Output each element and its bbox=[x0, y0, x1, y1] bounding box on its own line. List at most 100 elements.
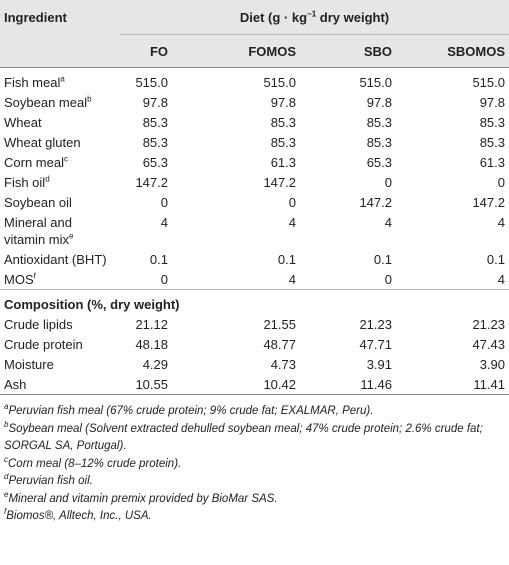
superscript: f bbox=[4, 507, 7, 517]
cell-value: 4 bbox=[288, 272, 296, 287]
text: Fish oil bbox=[4, 175, 46, 190]
cell-value: 515.0 bbox=[472, 75, 505, 90]
cell-value: 11.41 bbox=[473, 377, 505, 392]
cell-value: 147.2 bbox=[135, 175, 168, 190]
ingredient-name: MOSf bbox=[0, 269, 120, 290]
cell-value: 0.1 bbox=[277, 252, 296, 267]
footnote: fBiomos®, Alltech, Inc., USA. bbox=[4, 508, 505, 526]
cell-value: 0.1 bbox=[486, 252, 505, 267]
text: Soybean meal (Solvent extracted dehulled… bbox=[4, 422, 483, 453]
cell-value: 4.29 bbox=[142, 357, 168, 372]
text: dry weight) bbox=[316, 9, 390, 25]
superscript: a bbox=[4, 402, 9, 412]
cell-value: 85.3 bbox=[366, 115, 392, 130]
cell-value: 47.71 bbox=[359, 337, 392, 352]
footnote: aPeruvian fish meal (67% crude protein; … bbox=[4, 403, 505, 421]
footnote: eMineral and vitamin premix provided by … bbox=[4, 489, 505, 509]
header-ingredient: Ingredient bbox=[4, 9, 67, 25]
cell-value: 4 bbox=[497, 272, 505, 287]
cell-value: 48.18 bbox=[135, 337, 168, 352]
table-row: Mineral and vitamin mixe 4 4 4 4 bbox=[0, 212, 509, 249]
cell-value: 11.46 bbox=[360, 377, 392, 392]
cell-value: 0.1 bbox=[373, 252, 392, 267]
ingredient-name: Mineral and vitamin mixe bbox=[0, 212, 120, 249]
section-title: Composition (%, dry weight) bbox=[0, 289, 509, 314]
superscript: a bbox=[60, 74, 65, 84]
text: Wheat bbox=[4, 115, 42, 130]
superscript: c bbox=[63, 154, 68, 164]
table-row: Ash 10.55 10.42 11.46 11.41 bbox=[0, 374, 509, 395]
superscript: b bbox=[4, 419, 9, 429]
column-header: FO bbox=[120, 34, 172, 68]
ingredient-name: Crude lipids bbox=[0, 314, 120, 334]
superscript: e bbox=[4, 489, 9, 499]
cell-value: 97.8 bbox=[366, 95, 392, 110]
cell-value: 515.0 bbox=[359, 75, 392, 90]
cell-value: 0 bbox=[160, 195, 168, 210]
text: Mineral and vitamin premix provided by B… bbox=[8, 492, 278, 505]
cell-value: 515.0 bbox=[135, 75, 168, 90]
cell-value: 21.23 bbox=[472, 317, 505, 332]
cell-value: 85.3 bbox=[270, 115, 296, 130]
cell-value: 4 bbox=[160, 215, 168, 230]
cell-value: 21.12 bbox=[135, 317, 168, 332]
column-header: SBOMOS bbox=[396, 34, 509, 68]
footnote: bSoybean meal (Solvent extracted dehulle… bbox=[4, 419, 505, 456]
cell-value: 147.2 bbox=[472, 195, 505, 210]
table-row: Fish meala 515.0 515.0 515.0 515.0 bbox=[0, 68, 509, 93]
text: Crude lipids bbox=[4, 317, 73, 332]
cell-value: 65.3 bbox=[142, 155, 168, 170]
cell-value: 3.90 bbox=[479, 357, 505, 372]
cell-value: 85.3 bbox=[479, 135, 505, 150]
text: Soybean meal bbox=[4, 95, 88, 110]
cell-value: 10.55 bbox=[135, 377, 168, 392]
table-row: Soybean mealb 97.8 97.8 97.8 97.8 bbox=[0, 92, 509, 112]
cell-value: 65.3 bbox=[366, 155, 392, 170]
footnote: cCorn meal (8–12% crude protein). bbox=[4, 455, 505, 474]
empty-header bbox=[0, 35, 120, 68]
cell-value: 147.2 bbox=[359, 195, 392, 210]
footnote: dPeruvian fish oil. bbox=[4, 473, 505, 491]
superscript: −1 bbox=[307, 9, 317, 19]
ingredient-name: Wheat gluten bbox=[0, 132, 120, 152]
cell-value: 61.3 bbox=[479, 155, 505, 170]
table-row: Fish oild 147.2 147.2 0 0 bbox=[0, 172, 509, 192]
cell-value: 21.55 bbox=[263, 317, 296, 332]
text: Diet (g · kg bbox=[239, 9, 308, 25]
text: Corn meal bbox=[4, 155, 64, 170]
ingredient-name: Crude protein bbox=[0, 334, 120, 354]
cell-value: 85.3 bbox=[479, 115, 505, 130]
cell-value: 4 bbox=[497, 215, 505, 230]
superscript: e bbox=[69, 231, 74, 241]
cell-value: 147.2 bbox=[263, 175, 296, 190]
column-header: SBO bbox=[300, 34, 396, 68]
text: Ash bbox=[4, 377, 27, 392]
cell-value: 0 bbox=[384, 175, 392, 190]
section-row: Composition (%, dry weight) bbox=[0, 289, 509, 314]
table-row: MOSf 0 4 0 4 bbox=[0, 269, 509, 290]
ingredient-name: Soybean oil bbox=[0, 192, 120, 212]
cell-value: 0.1 bbox=[149, 252, 168, 267]
table-row: Wheat gluten 85.3 85.3 85.3 85.3 bbox=[0, 132, 509, 152]
ingredient-name: Fish meala bbox=[0, 68, 120, 93]
text: Wheat gluten bbox=[4, 135, 81, 150]
superscript: d bbox=[4, 472, 9, 482]
cell-value: 21.23 bbox=[359, 317, 392, 332]
ingredient-name: Ash bbox=[0, 374, 120, 395]
ingredient-name: Antioxidant (BHT) bbox=[0, 249, 120, 269]
superscript: d bbox=[45, 174, 50, 184]
text: MOS bbox=[4, 272, 34, 287]
superscript: f bbox=[33, 271, 36, 281]
cell-value: 97.8 bbox=[270, 95, 296, 110]
text: Peruvian fish meal (67% crude protein; 9… bbox=[8, 405, 374, 417]
cell-value: 85.3 bbox=[366, 135, 392, 150]
table-body: Fish meala 515.0 515.0 515.0 515.0 Soybean me… bbox=[0, 68, 509, 395]
text: Peruvian fish oil. bbox=[8, 475, 93, 487]
footnotes: aPeruvian fish meal (67% crude protein; … bbox=[0, 395, 509, 526]
cell-value: 10.42 bbox=[263, 377, 296, 392]
cell-value: 85.3 bbox=[142, 135, 168, 150]
superscript: b bbox=[87, 94, 92, 104]
cell-value: 0 bbox=[288, 195, 296, 210]
cell-value: 4 bbox=[288, 215, 296, 230]
ingredient-name: Moisture bbox=[0, 354, 120, 374]
